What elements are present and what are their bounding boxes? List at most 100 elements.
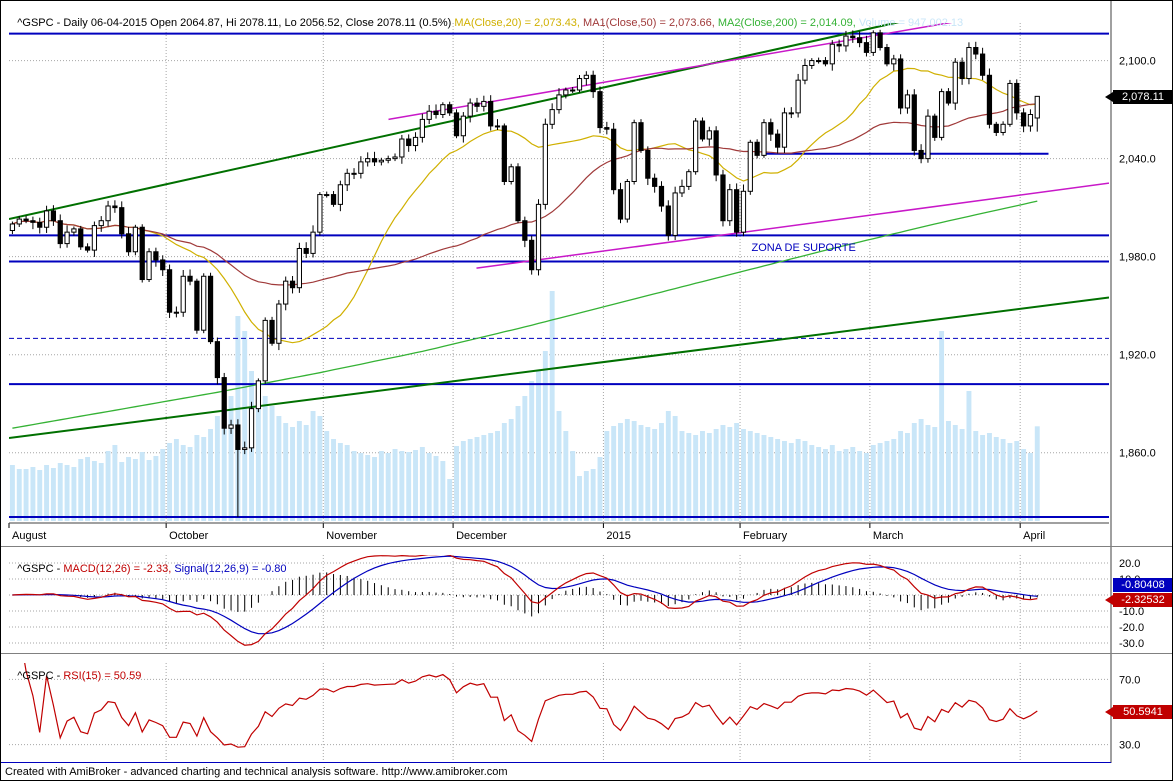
volume-bar bbox=[173, 439, 179, 521]
volume-bar bbox=[208, 429, 214, 521]
candle-body bbox=[242, 447, 248, 450]
volume-bar bbox=[659, 423, 664, 521]
candle-body bbox=[563, 89, 569, 96]
month-label: December bbox=[456, 530, 507, 542]
candle-body bbox=[426, 110, 432, 120]
candle-body bbox=[870, 32, 876, 53]
candle-body bbox=[412, 136, 419, 147]
candle-body bbox=[112, 205, 118, 209]
candle-body bbox=[993, 123, 999, 133]
title-signal-value: Signal(12,26,9) = -0.80 bbox=[174, 563, 287, 575]
candle-body bbox=[276, 303, 282, 344]
candle-body bbox=[501, 125, 507, 182]
candle-body bbox=[679, 185, 685, 194]
candle-body bbox=[303, 247, 309, 254]
volume-bar bbox=[167, 443, 173, 521]
volume-bar bbox=[187, 447, 193, 521]
volume-bar bbox=[358, 453, 364, 521]
volume-bar bbox=[747, 431, 753, 521]
candle-body bbox=[125, 233, 132, 253]
candle-body bbox=[50, 210, 57, 222]
candle-body bbox=[289, 280, 296, 289]
candle-body bbox=[1027, 114, 1034, 127]
volume-bar bbox=[433, 456, 439, 521]
candle-body bbox=[850, 35, 856, 39]
volume-bar bbox=[529, 381, 535, 521]
candle-body bbox=[938, 91, 945, 138]
candle-body bbox=[358, 161, 364, 174]
candle-body bbox=[37, 221, 43, 228]
volume-bar bbox=[228, 396, 234, 521]
volume-bar bbox=[9, 465, 15, 521]
candle-body bbox=[986, 74, 993, 125]
volume-bar bbox=[399, 451, 405, 521]
candle-body bbox=[221, 377, 227, 429]
volume-bar bbox=[1007, 443, 1013, 521]
volume-bar bbox=[50, 468, 56, 521]
volume-bar bbox=[78, 459, 84, 521]
candle-body bbox=[515, 166, 521, 222]
candle-body bbox=[194, 280, 200, 331]
month-label: 2015 bbox=[606, 530, 630, 542]
candle-body bbox=[891, 58, 897, 65]
candle-body bbox=[9, 223, 16, 232]
candle-body bbox=[30, 220, 36, 223]
candle-body bbox=[153, 251, 159, 261]
candle-body bbox=[23, 218, 29, 222]
candle-body bbox=[795, 79, 801, 114]
price-panel-title: ^GSPC - Daily 06-04-2015 Open 2064.87, H… bbox=[5, 4, 963, 43]
volume-bar bbox=[98, 463, 104, 521]
candle-body bbox=[775, 133, 781, 148]
support-resistance-lines[interactable] bbox=[9, 32, 1109, 519]
candle-body bbox=[925, 115, 931, 160]
rsi-plot bbox=[24, 663, 1038, 748]
month-label: February bbox=[743, 530, 788, 542]
rsi-value-box: 50.5941 bbox=[1113, 705, 1172, 719]
candle-body bbox=[310, 231, 316, 254]
volume-bar bbox=[945, 421, 951, 521]
volume-bar bbox=[474, 437, 480, 521]
rsi-tick-label: 70.0 bbox=[1119, 674, 1140, 686]
candle-body bbox=[624, 180, 630, 220]
volume-bar bbox=[536, 371, 541, 521]
candle-body bbox=[365, 158, 371, 163]
candle-body bbox=[863, 42, 870, 53]
volume-bar bbox=[57, 463, 63, 521]
volume-bar bbox=[570, 451, 576, 521]
macd-signal-line bbox=[12, 555, 1038, 635]
candle-body bbox=[201, 275, 207, 331]
volume-bar bbox=[365, 455, 371, 521]
candle-body bbox=[351, 172, 357, 175]
month-label: August bbox=[12, 530, 46, 542]
volume-bar bbox=[700, 431, 705, 521]
volume-bar bbox=[413, 450, 418, 521]
volume-bar bbox=[153, 456, 159, 521]
volume-bar bbox=[269, 406, 275, 521]
volume-bar bbox=[23, 469, 29, 521]
macd-tick-label: -10.0 bbox=[1119, 606, 1144, 618]
candle-body bbox=[433, 110, 439, 116]
volume-bar bbox=[590, 469, 596, 521]
candle-body bbox=[269, 319, 275, 344]
volume-bar bbox=[768, 437, 774, 521]
volume-bars bbox=[9, 291, 1040, 521]
volume-bar bbox=[604, 431, 610, 521]
candle-body bbox=[84, 246, 91, 251]
volume-bar bbox=[782, 441, 787, 521]
volume-bar bbox=[652, 429, 658, 521]
candle-body bbox=[522, 220, 528, 241]
candle-body bbox=[467, 102, 473, 117]
trendline bbox=[388, 23, 953, 121]
candle-body bbox=[843, 35, 849, 47]
candle-body bbox=[406, 138, 412, 147]
volume-bar bbox=[611, 426, 617, 521]
candle-body bbox=[802, 64, 808, 81]
candle-body bbox=[617, 189, 624, 220]
volume-bar bbox=[918, 419, 924, 521]
candle-body bbox=[952, 61, 958, 104]
footer-text: Created with AmiBroker - advanced charti… bbox=[5, 766, 508, 778]
volume-bar bbox=[276, 416, 282, 521]
volume-bar bbox=[823, 449, 828, 521]
volume-bar bbox=[317, 416, 323, 521]
